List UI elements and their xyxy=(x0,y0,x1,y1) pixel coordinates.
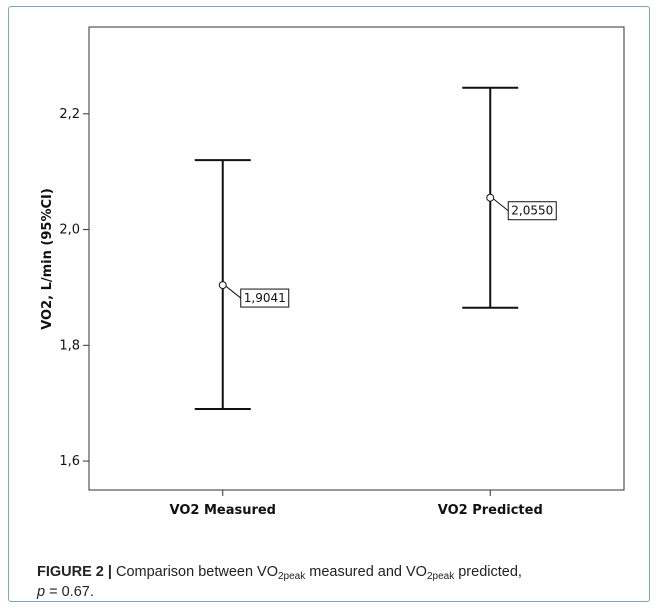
data-label-leader xyxy=(492,198,509,212)
x-category-label: VO2 Predicted xyxy=(438,503,543,518)
x-axis: VO2 Measured VO2 Predicted xyxy=(169,490,543,518)
p-symbol: p xyxy=(37,584,46,600)
y-axis-title: VO2, L/min (95%CI) xyxy=(40,188,55,330)
data-label-box xyxy=(240,288,290,308)
y-axis: 1,6 1,8 2,0 2,2 xyxy=(59,107,89,469)
plot-area xyxy=(88,26,625,491)
p-value: = 0.67. xyxy=(45,584,94,600)
y-tick-label: 1,8 xyxy=(59,338,80,353)
figure-frame: 1,6 1,8 2,0 2,2 VO2 Measured VO2 Predicted 1… xyxy=(8,6,650,602)
caption-text-2: measured and VO xyxy=(305,564,427,580)
y-tick-label: 2,2 xyxy=(59,107,80,122)
x-category-label: VO2 Measured xyxy=(169,503,276,518)
caption-text-1: Comparison between VO xyxy=(111,564,278,580)
caption-subscript-2: 2peak xyxy=(426,571,455,582)
figure-number: FIGURE 2 | xyxy=(37,564,112,580)
caption-subscript-1: 2peak xyxy=(278,571,306,582)
error-bar-series: 1,9041 2,0550 xyxy=(194,86,557,410)
mean-point xyxy=(486,193,495,202)
figure-caption: FIGURE 2 | Comparison between VO2peak me… xyxy=(37,562,647,602)
data-label-box xyxy=(507,201,557,221)
errorbar-chart: 1,6 1,8 2,0 2,2 VO2 Measured VO2 Predicted 1… xyxy=(40,26,625,518)
y-tick-label: 2,0 xyxy=(59,223,80,238)
data-label: 1,9041 xyxy=(244,291,286,305)
caption-text-3: predicted, xyxy=(454,564,522,580)
mean-point xyxy=(218,281,227,290)
data-label: 2,0550 xyxy=(511,204,553,218)
y-tick-label: 1,6 xyxy=(59,454,80,469)
data-label-leader xyxy=(225,285,242,299)
